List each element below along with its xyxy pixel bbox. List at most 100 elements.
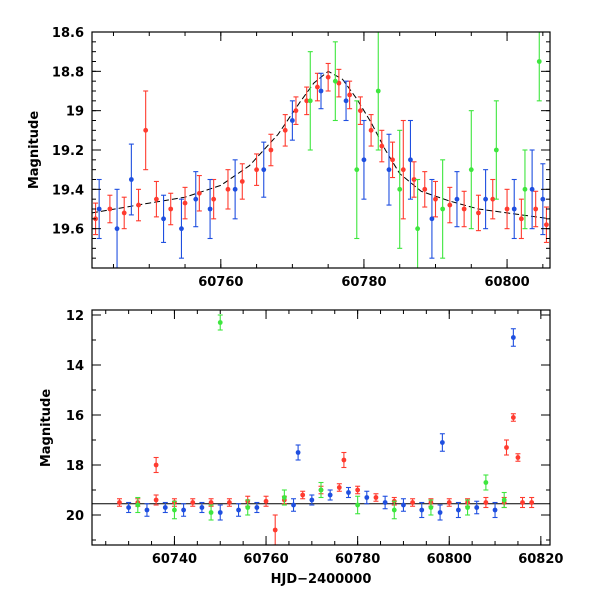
data-point — [390, 157, 395, 163]
data-point — [121, 210, 127, 216]
data-point — [456, 507, 461, 513]
data-point — [190, 500, 196, 505]
data-point — [245, 505, 251, 510]
data-point — [291, 502, 296, 508]
data-point — [419, 507, 425, 513]
x-tick-label: 60780 — [335, 552, 380, 567]
data-point — [282, 127, 288, 133]
data-point — [447, 202, 453, 208]
data-point — [325, 74, 331, 80]
data-point — [536, 59, 542, 64]
data-point — [309, 497, 315, 503]
data-point — [465, 505, 470, 510]
data-point — [126, 505, 132, 510]
x-tick-label: 60780 — [341, 275, 386, 290]
data-point — [263, 498, 269, 504]
data-point — [483, 500, 489, 505]
data-point — [357, 108, 363, 114]
data-point — [354, 167, 360, 173]
y-tick-label: 18.6 — [52, 26, 84, 41]
data-point — [96, 206, 102, 212]
y-tick-label: 19 — [66, 105, 84, 120]
data-point — [520, 500, 525, 505]
data-point — [515, 455, 521, 460]
data-point — [295, 450, 301, 455]
y-tick-label: 19.4 — [52, 183, 84, 198]
data-point — [182, 200, 188, 206]
top-panel: 60760 60780 60800 18.6 18.8 19 19.2 19.4 19.6 Ma… — [27, 26, 551, 290]
x-tick-label: 60740 — [152, 552, 197, 567]
data-point — [293, 108, 299, 114]
data-point — [544, 222, 549, 228]
data-point — [107, 206, 113, 212]
data-point — [522, 186, 528, 192]
bottom-plot-area — [92, 314, 550, 545]
data-point — [281, 495, 287, 500]
data-point — [135, 502, 141, 508]
data-point — [307, 98, 313, 104]
data-point — [401, 502, 406, 508]
data-point — [355, 502, 361, 508]
top-frame — [91, 31, 551, 269]
data-point — [162, 505, 168, 510]
data-point — [268, 147, 274, 153]
data-point — [239, 179, 245, 184]
data-point — [437, 510, 443, 515]
data-point — [439, 440, 445, 445]
y-tick-label: 19.2 — [52, 144, 84, 159]
data-point — [483, 196, 488, 202]
data-point — [332, 78, 338, 84]
data-point — [347, 92, 353, 98]
y-tick-label: 16 — [66, 409, 84, 424]
data-point — [510, 415, 516, 420]
series-0 — [116, 413, 535, 545]
data-point — [364, 495, 370, 500]
data-point — [261, 167, 267, 173]
data-point — [254, 505, 260, 510]
data-point — [415, 226, 421, 232]
data-point — [373, 495, 379, 500]
data-point — [410, 500, 415, 505]
data-point — [429, 216, 435, 222]
series-0 — [93, 62, 549, 243]
data-point — [386, 167, 392, 173]
bottom-axes: 60740 60760 60780 60800 60820 12 14 16 18 20 — [66, 309, 564, 567]
top-axes: 60760 60780 60800 18.6 18.8 19 19.2 19.4 19.6 — [52, 26, 550, 290]
x-tick-label: 60760 — [198, 275, 243, 290]
data-point — [474, 505, 480, 510]
data-point — [361, 157, 367, 163]
x-tick-label: 60800 — [427, 552, 472, 567]
data-point — [533, 206, 539, 212]
data-point — [128, 177, 134, 182]
data-point — [397, 186, 403, 192]
data-point — [114, 226, 120, 232]
data-point — [411, 177, 417, 182]
data-point — [408, 157, 413, 163]
series-1 — [96, 72, 546, 268]
data-point — [208, 510, 214, 515]
data-point — [217, 510, 223, 515]
data-point — [379, 143, 385, 149]
x-tick-label: 60800 — [484, 275, 529, 290]
data-point — [343, 98, 349, 104]
bottom-panel: 60740 60760 60780 60800 60820 12 14 16 18 20 Magn… — [39, 309, 563, 587]
data-point — [461, 206, 467, 212]
data-point — [346, 490, 351, 495]
data-point — [375, 88, 381, 94]
series-2 — [307, 32, 542, 268]
data-point — [143, 127, 149, 133]
data-point — [428, 505, 434, 510]
data-point — [446, 500, 452, 505]
data-point — [153, 462, 159, 468]
data-point — [391, 507, 397, 513]
model-curve — [92, 70, 550, 220]
data-point — [355, 487, 361, 493]
data-point — [179, 226, 184, 232]
data-point — [490, 196, 496, 202]
y-tick-label: 18.8 — [52, 65, 84, 80]
data-point — [504, 206, 510, 212]
data-point — [400, 167, 406, 173]
y-tick-label: 12 — [66, 309, 84, 324]
data-point — [468, 167, 474, 173]
